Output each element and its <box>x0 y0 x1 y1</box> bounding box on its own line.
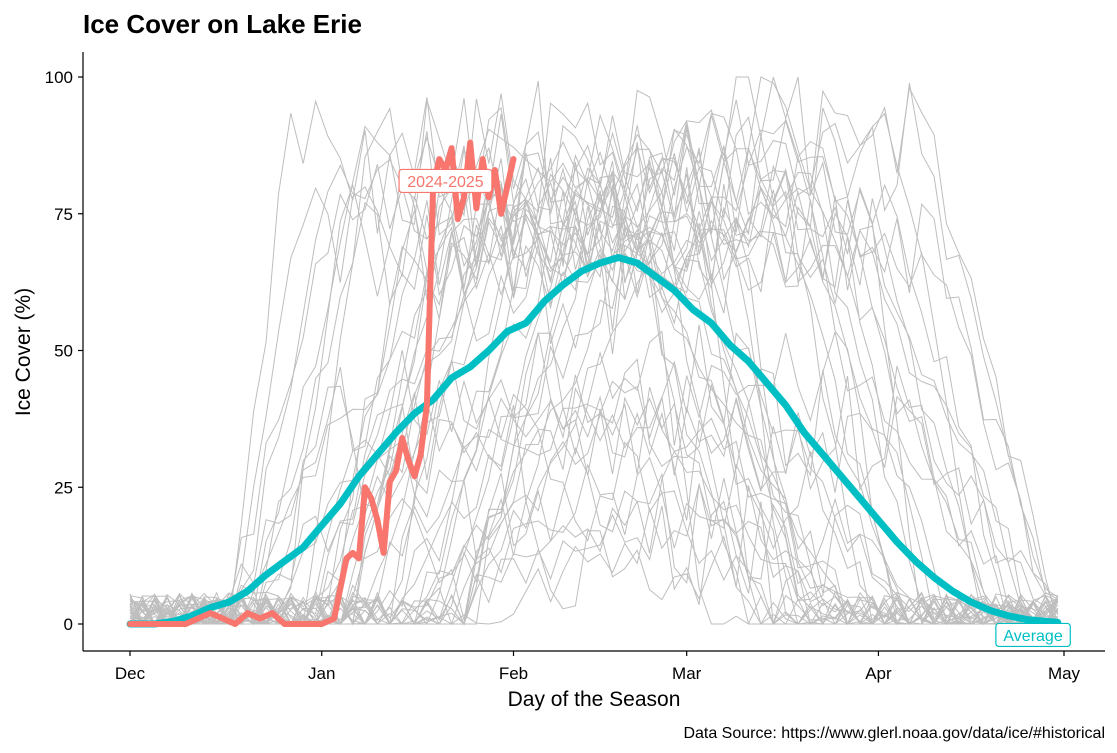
historical-season-line <box>129 192 1059 626</box>
x-tick-label: May <box>1048 664 1081 683</box>
highlight-line <box>127 139 517 627</box>
series-labels: 2024-2025 Average <box>398 168 1071 648</box>
x-tick-label: Jan <box>308 664 335 683</box>
historical-season-line <box>129 82 1059 625</box>
series-label-box <box>995 622 1071 648</box>
average-series <box>126 254 1062 628</box>
series-label-text: 2024-2025 <box>407 174 484 191</box>
historical-season-line <box>129 121 1059 626</box>
historical-season-line <box>130 186 1059 626</box>
y-axis-ticks: 0 25 50 75 100 <box>45 68 83 634</box>
y-tick-label: 50 <box>54 342 73 361</box>
historical-season-line <box>129 395 1059 626</box>
chart-title: Ice Cover on Lake Erie <box>83 9 362 39</box>
historical-season-line <box>129 330 1058 626</box>
series-label-text: Average <box>1003 628 1062 645</box>
y-tick-label: 100 <box>45 68 73 87</box>
historical-season-line <box>129 76 1059 626</box>
y-tick-label: 0 <box>64 615 73 634</box>
x-tick-label: Feb <box>499 664 528 683</box>
x-tick-label: Dec <box>115 664 146 683</box>
historical-season-line <box>129 365 1059 625</box>
historical-season-line <box>129 439 1059 626</box>
y-tick-label: 25 <box>54 478 73 497</box>
historical-season-line <box>129 113 1058 626</box>
historical-season-line <box>129 358 1059 625</box>
x-tick-label: Apr <box>865 664 892 683</box>
x-axis-ticks: Dec Jan Feb Mar Apr May <box>115 651 1081 683</box>
series-label-box <box>398 168 493 194</box>
x-tick-label: Mar <box>672 664 702 683</box>
y-tick-label: 75 <box>54 205 73 224</box>
historical-season-line <box>129 76 1059 626</box>
historical-season-line <box>129 153 1059 625</box>
average-line <box>126 254 1062 628</box>
y-axis-title: Ice Cover (%) <box>12 288 35 416</box>
data-source-caption: Data Source: https://www.glerl.noaa.gov/… <box>683 725 1105 742</box>
x-axis-title: Day of the Season <box>508 688 681 711</box>
historical-season-lines <box>129 76 1059 626</box>
highlight-series-2024-2025 <box>127 139 517 627</box>
historical-season-line <box>130 98 1058 625</box>
historical-season-line <box>129 359 1059 626</box>
